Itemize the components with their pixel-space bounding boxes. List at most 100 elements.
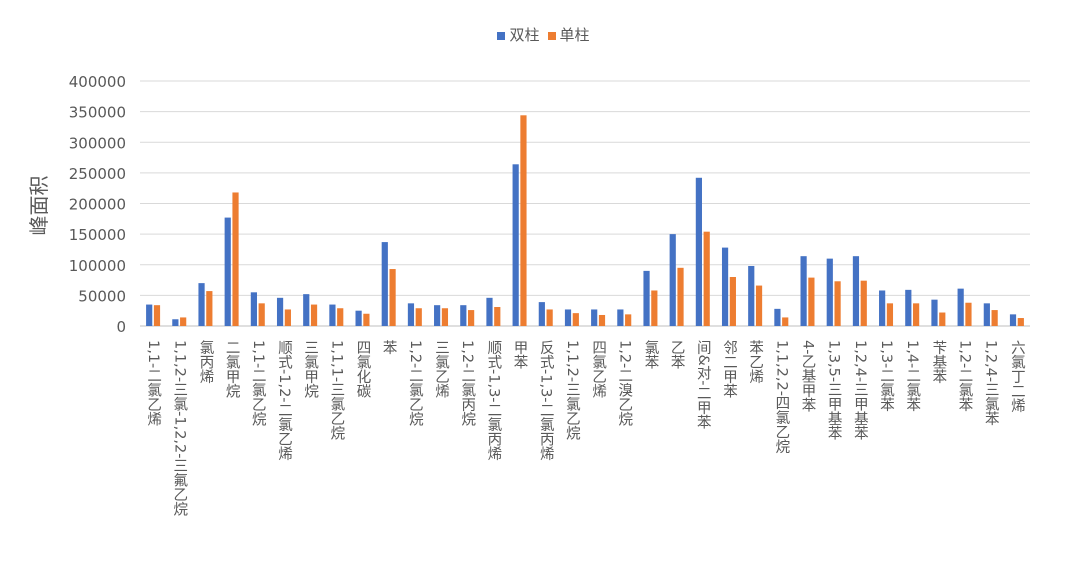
bar [748,265,755,326]
bar [826,258,833,327]
bar [546,309,553,326]
bar [329,304,336,326]
x-tick-label: 邻二甲苯 [721,340,737,399]
bar [198,283,205,327]
y-tick-label: 250000 [69,165,126,183]
x-tick-label: 1,1-二氯乙烯 [145,340,161,427]
bar [172,319,179,326]
y-tick-label: 300000 [69,134,126,152]
x-tick-label: 1,3-二氯苯 [878,340,894,412]
x-tick-label: 1,2,4-三氯苯 [983,340,999,426]
x-tick-label: 1,3,5-三甲基苯 [826,340,842,440]
bar [153,305,161,326]
bar [755,285,763,326]
bar [337,308,344,326]
bar [913,303,920,326]
bar [782,317,789,326]
bar [363,313,370,326]
bar [310,304,318,326]
y-tick-label: 150000 [69,226,126,244]
x-tick-label: 四氯化碳 [355,340,371,398]
bar [965,302,972,326]
x-tick-label: 三氯乙烯 [433,340,449,398]
legend-label: 单柱 [559,26,590,44]
bar [886,303,894,326]
bar [625,314,632,326]
bar [860,280,867,326]
x-tick-label: 乙苯 [669,340,685,369]
legend: 双柱 单柱 [0,24,1087,45]
x-tick-label: 1,2-二溴乙烷 [616,340,632,428]
x-tick-label: 1,2-二氯丙烷 [459,340,475,428]
y-tick-label: 350000 [69,104,126,122]
bar [468,310,475,326]
bar [695,177,702,326]
y-tick-label: 50000 [78,287,126,305]
bar [572,313,579,326]
x-tick-label: 苯乙烯 [747,340,763,384]
x-tick-label: 1,1,2,2-四氯乙烷 [773,340,789,455]
x-tick-label: 1,2-二氯苯 [957,340,973,412]
x-tick-label: 二氯甲烷 [224,340,240,399]
bar [800,256,807,326]
bar [520,115,527,326]
bar [224,217,231,326]
legend-item: 双柱 [497,24,540,45]
bar [1009,314,1017,326]
x-tick-label: 甲苯 [512,340,528,369]
bar [206,291,213,326]
bar [879,290,886,326]
x-tick-label: 苄基苯 [930,340,946,384]
y-axis-title: 峰面积 [27,176,51,236]
bar [651,290,658,326]
x-tick-label: 四氯乙烯 [590,340,606,398]
bar [415,308,422,326]
bar [381,242,388,326]
bar [258,303,265,326]
bar [643,270,650,327]
x-tick-label: 氯苯 [642,340,658,370]
bar [355,310,362,326]
bar [703,231,710,326]
bar [146,304,153,326]
legend-swatch [497,31,506,40]
bar [983,303,990,326]
bar [669,234,676,327]
x-tick-label: 1,1-二氯乙烷 [250,340,266,428]
bar [991,310,998,326]
bar [729,277,736,326]
bar [303,294,310,326]
bar [808,277,815,326]
x-tick-label: 苯 [381,340,397,355]
bar [564,309,572,326]
bar [180,317,187,326]
bar [721,247,729,326]
bar [538,302,545,326]
legend-swatch [547,31,556,40]
bar [939,312,946,326]
bar [905,289,912,326]
bar [434,305,441,326]
bar [250,292,257,326]
x-tick-label: 反式-1,3-二氯丙烯 [538,340,554,461]
bar [834,281,841,326]
x-tick-label: 间&对-二甲苯 [695,340,711,430]
y-tick-label: 0 [116,318,126,336]
bar [598,314,606,326]
bar [441,308,449,326]
bar [774,308,781,326]
x-tick-label: 1,4-二氯苯 [904,340,920,412]
x-tick-label: 1,1,1-三氯乙烷 [328,340,344,441]
bar [486,297,493,326]
legend-label: 双柱 [509,26,540,44]
bar [1017,318,1024,326]
bar [389,269,396,326]
x-tick-label: 顺式-1,2-二氯乙烯 [276,340,292,461]
bar [852,256,860,326]
bar [284,309,291,326]
y-tick-label: 400000 [69,73,126,91]
x-tick-label: 1,1,2-三氯-1,2,2-三氟乙烷 [171,340,187,518]
bar [407,303,415,326]
